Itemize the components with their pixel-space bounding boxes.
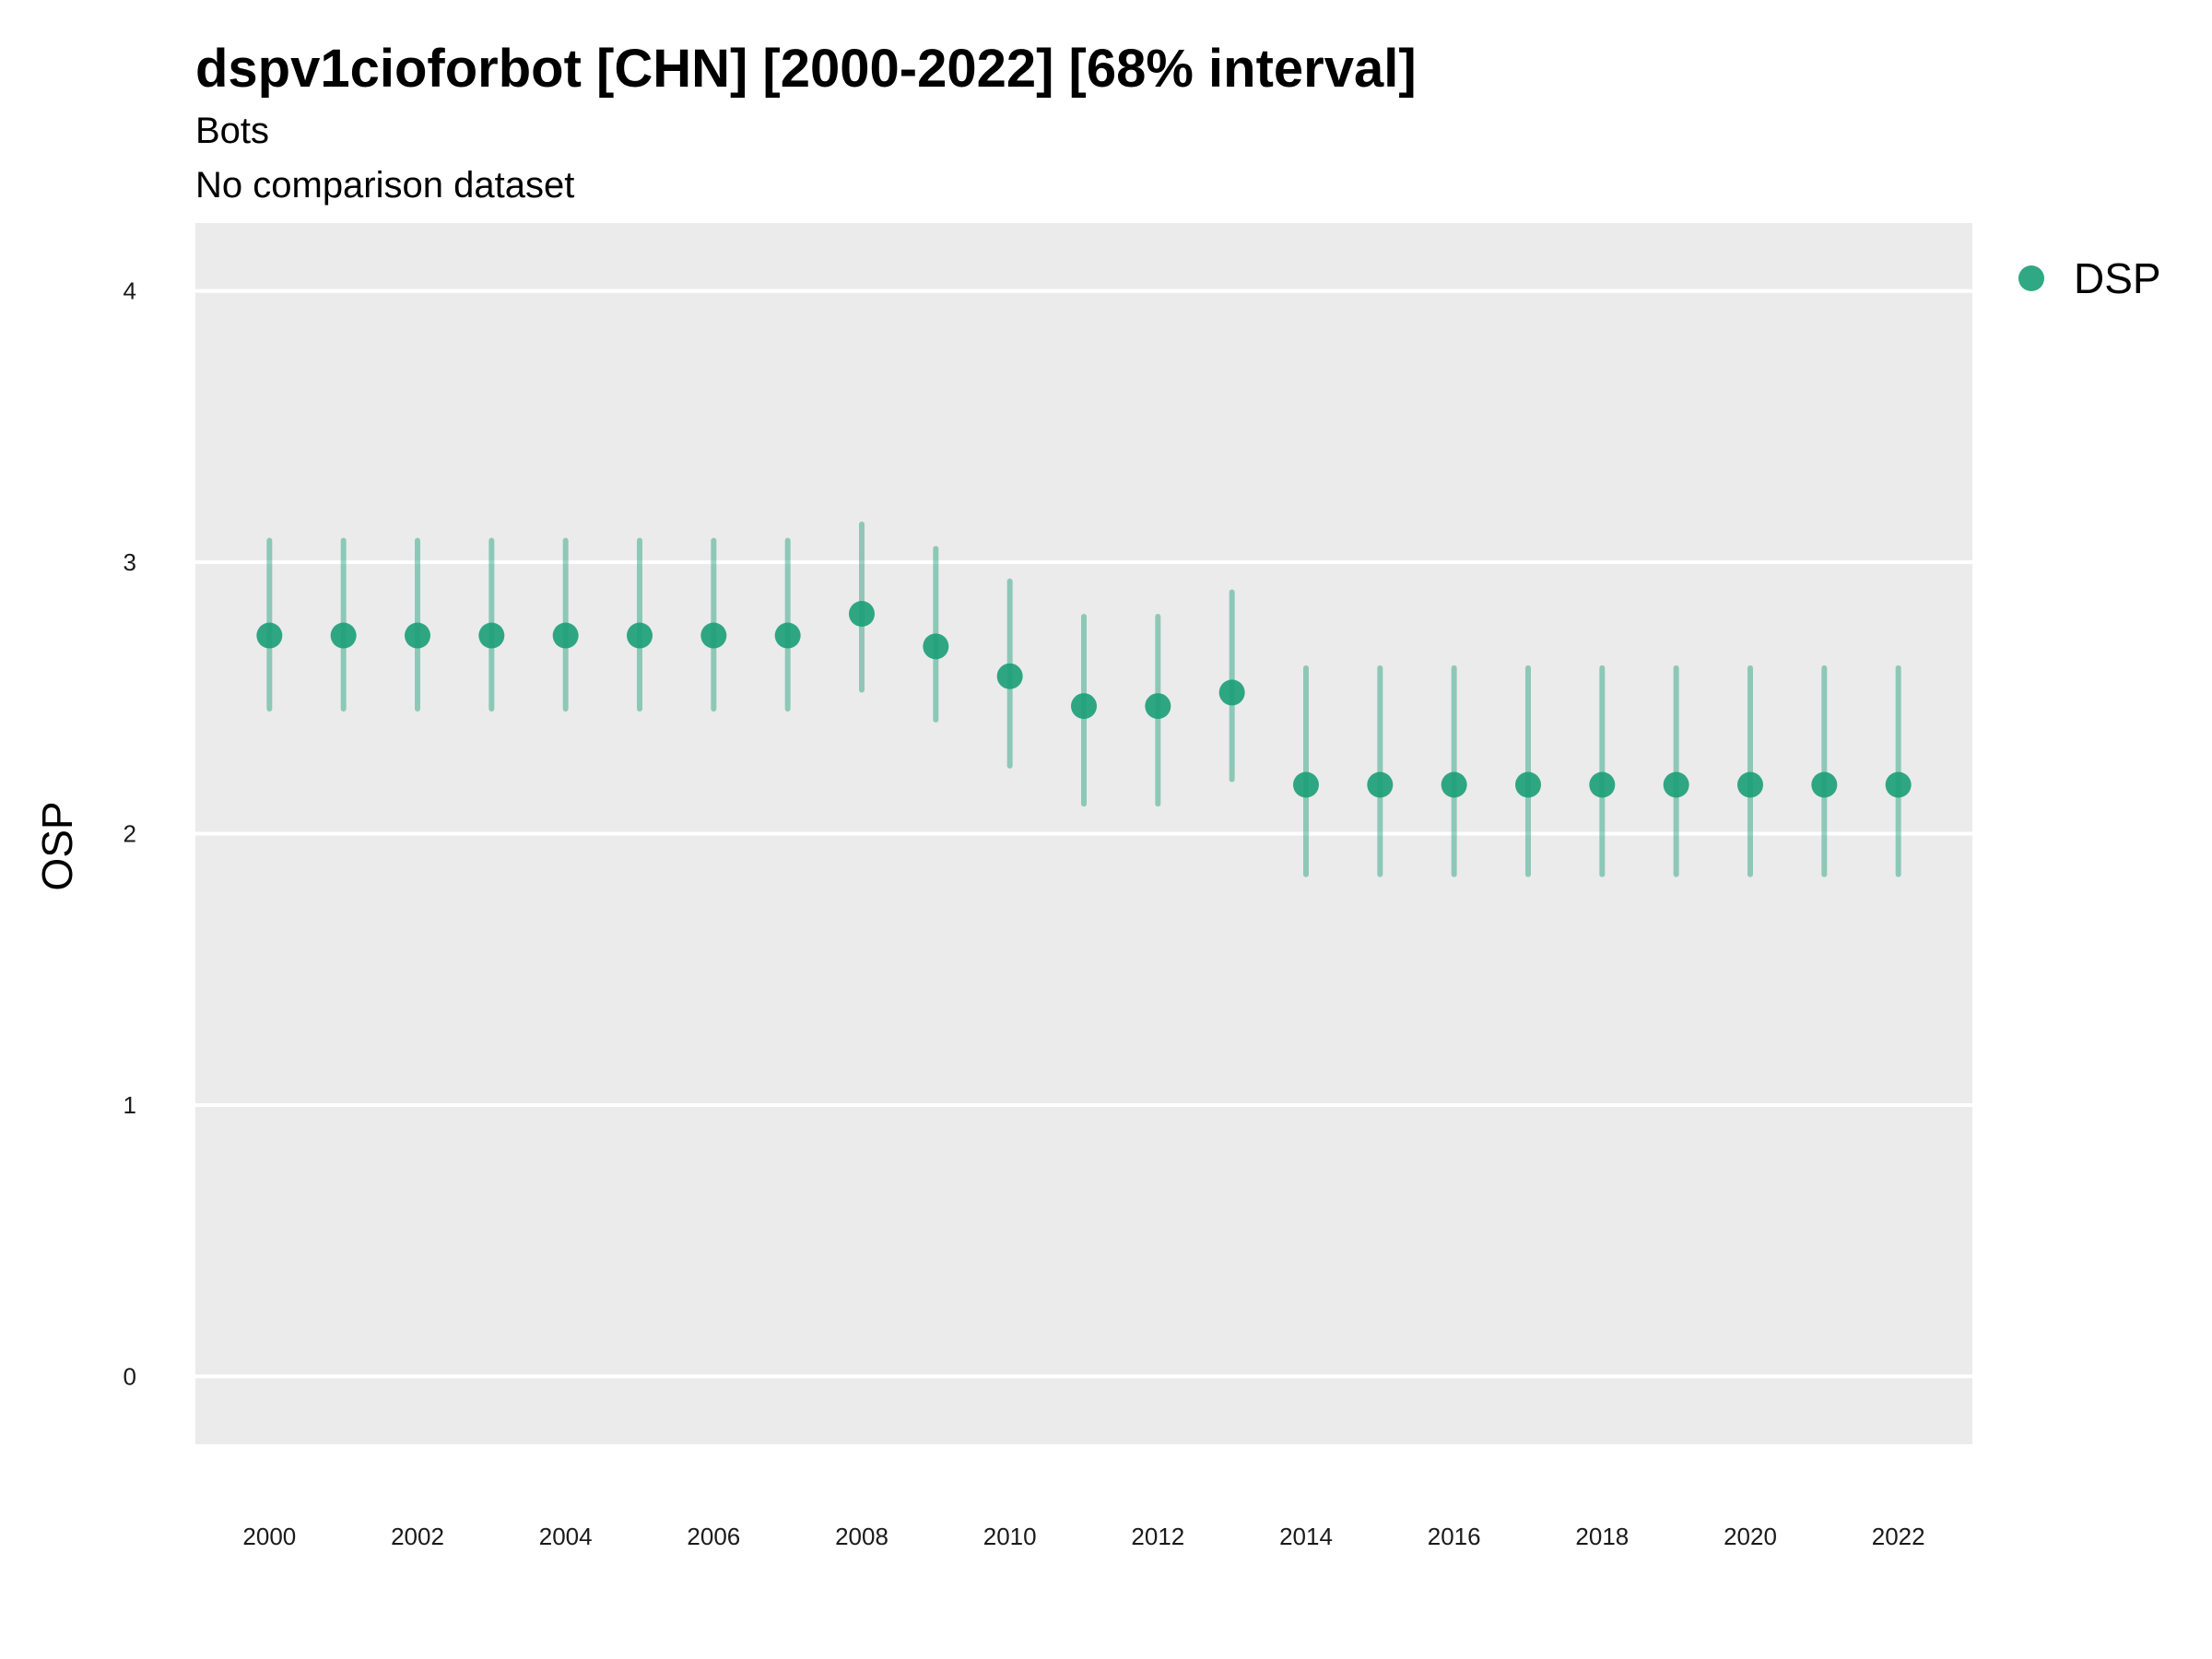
data-point-2002 (405, 622, 430, 649)
data-point-2018 (1589, 771, 1616, 798)
x-tick-label-2014: 2014 (1279, 1523, 1333, 1550)
y-tick-label-1: 1 (124, 1091, 136, 1119)
legend-key-dsp (2018, 265, 2044, 291)
data-point-2001 (330, 622, 357, 649)
chart-title: dspv1cioforbot [CHN] [2000-2022] [68% in… (195, 39, 1417, 99)
x-tick-label-2018: 2018 (1575, 1523, 1629, 1550)
data-point-2017 (1515, 771, 1541, 798)
y-axis-title: OSP (33, 801, 81, 890)
x-tick-label-2022: 2022 (1872, 1523, 1925, 1550)
data-point-2011 (1071, 693, 1097, 720)
data-point-2019 (1663, 771, 1689, 798)
y-tick-label-4: 4 (124, 277, 136, 305)
data-point-2022 (1885, 771, 1912, 798)
data-point-2004 (552, 622, 579, 649)
y-tick-label-3: 3 (124, 548, 136, 576)
chart-subtitle-1: Bots (195, 111, 269, 151)
data-point-2020 (1737, 771, 1763, 798)
x-tick-label-2004: 2004 (539, 1523, 593, 1550)
x-tick-label-2012: 2012 (1131, 1523, 1184, 1550)
data-point-2009 (923, 633, 949, 660)
data-point-2010 (996, 663, 1023, 689)
x-tick-label-2002: 2002 (391, 1523, 444, 1550)
legend: DSP (2018, 254, 2161, 302)
data-marks (256, 521, 1912, 877)
x-tick-label-2016: 2016 (1428, 1523, 1481, 1550)
x-tick-label-2008: 2008 (835, 1523, 888, 1550)
gridlines (195, 288, 1972, 1379)
y-tick-label-0: 0 (124, 1362, 136, 1390)
data-point-2007 (774, 622, 801, 649)
x-tick-label-2020: 2020 (1724, 1523, 1777, 1550)
data-point-2008 (849, 601, 875, 627)
data-point-2006 (700, 622, 727, 649)
data-point-2012 (1145, 693, 1171, 720)
data-point-2003 (478, 622, 505, 649)
data-point-2000 (256, 622, 283, 649)
x-tick-label-2000: 2000 (242, 1523, 296, 1550)
x-tick-label-2010: 2010 (983, 1523, 1037, 1550)
data-point-2005 (627, 622, 653, 649)
x-axis-ticks: 2000 2002 2004 2006 2008 2010 2012 2014 2016 2018… (242, 1523, 1924, 1550)
chart-subtitle-2: No comparison dataset (195, 165, 574, 206)
data-point-2016 (1441, 771, 1467, 798)
data-point-2014 (1293, 771, 1319, 798)
data-point-2013 (1218, 679, 1245, 706)
legend-label-dsp: DSP (2074, 254, 2161, 302)
data-point-2021 (1811, 771, 1838, 798)
data-point-2015 (1367, 771, 1394, 798)
x-tick-label-2006: 2006 (687, 1523, 740, 1550)
y-tick-label-2: 2 (124, 820, 136, 848)
y-axis-ticks: 0 1 2 3 4 (124, 277, 136, 1391)
